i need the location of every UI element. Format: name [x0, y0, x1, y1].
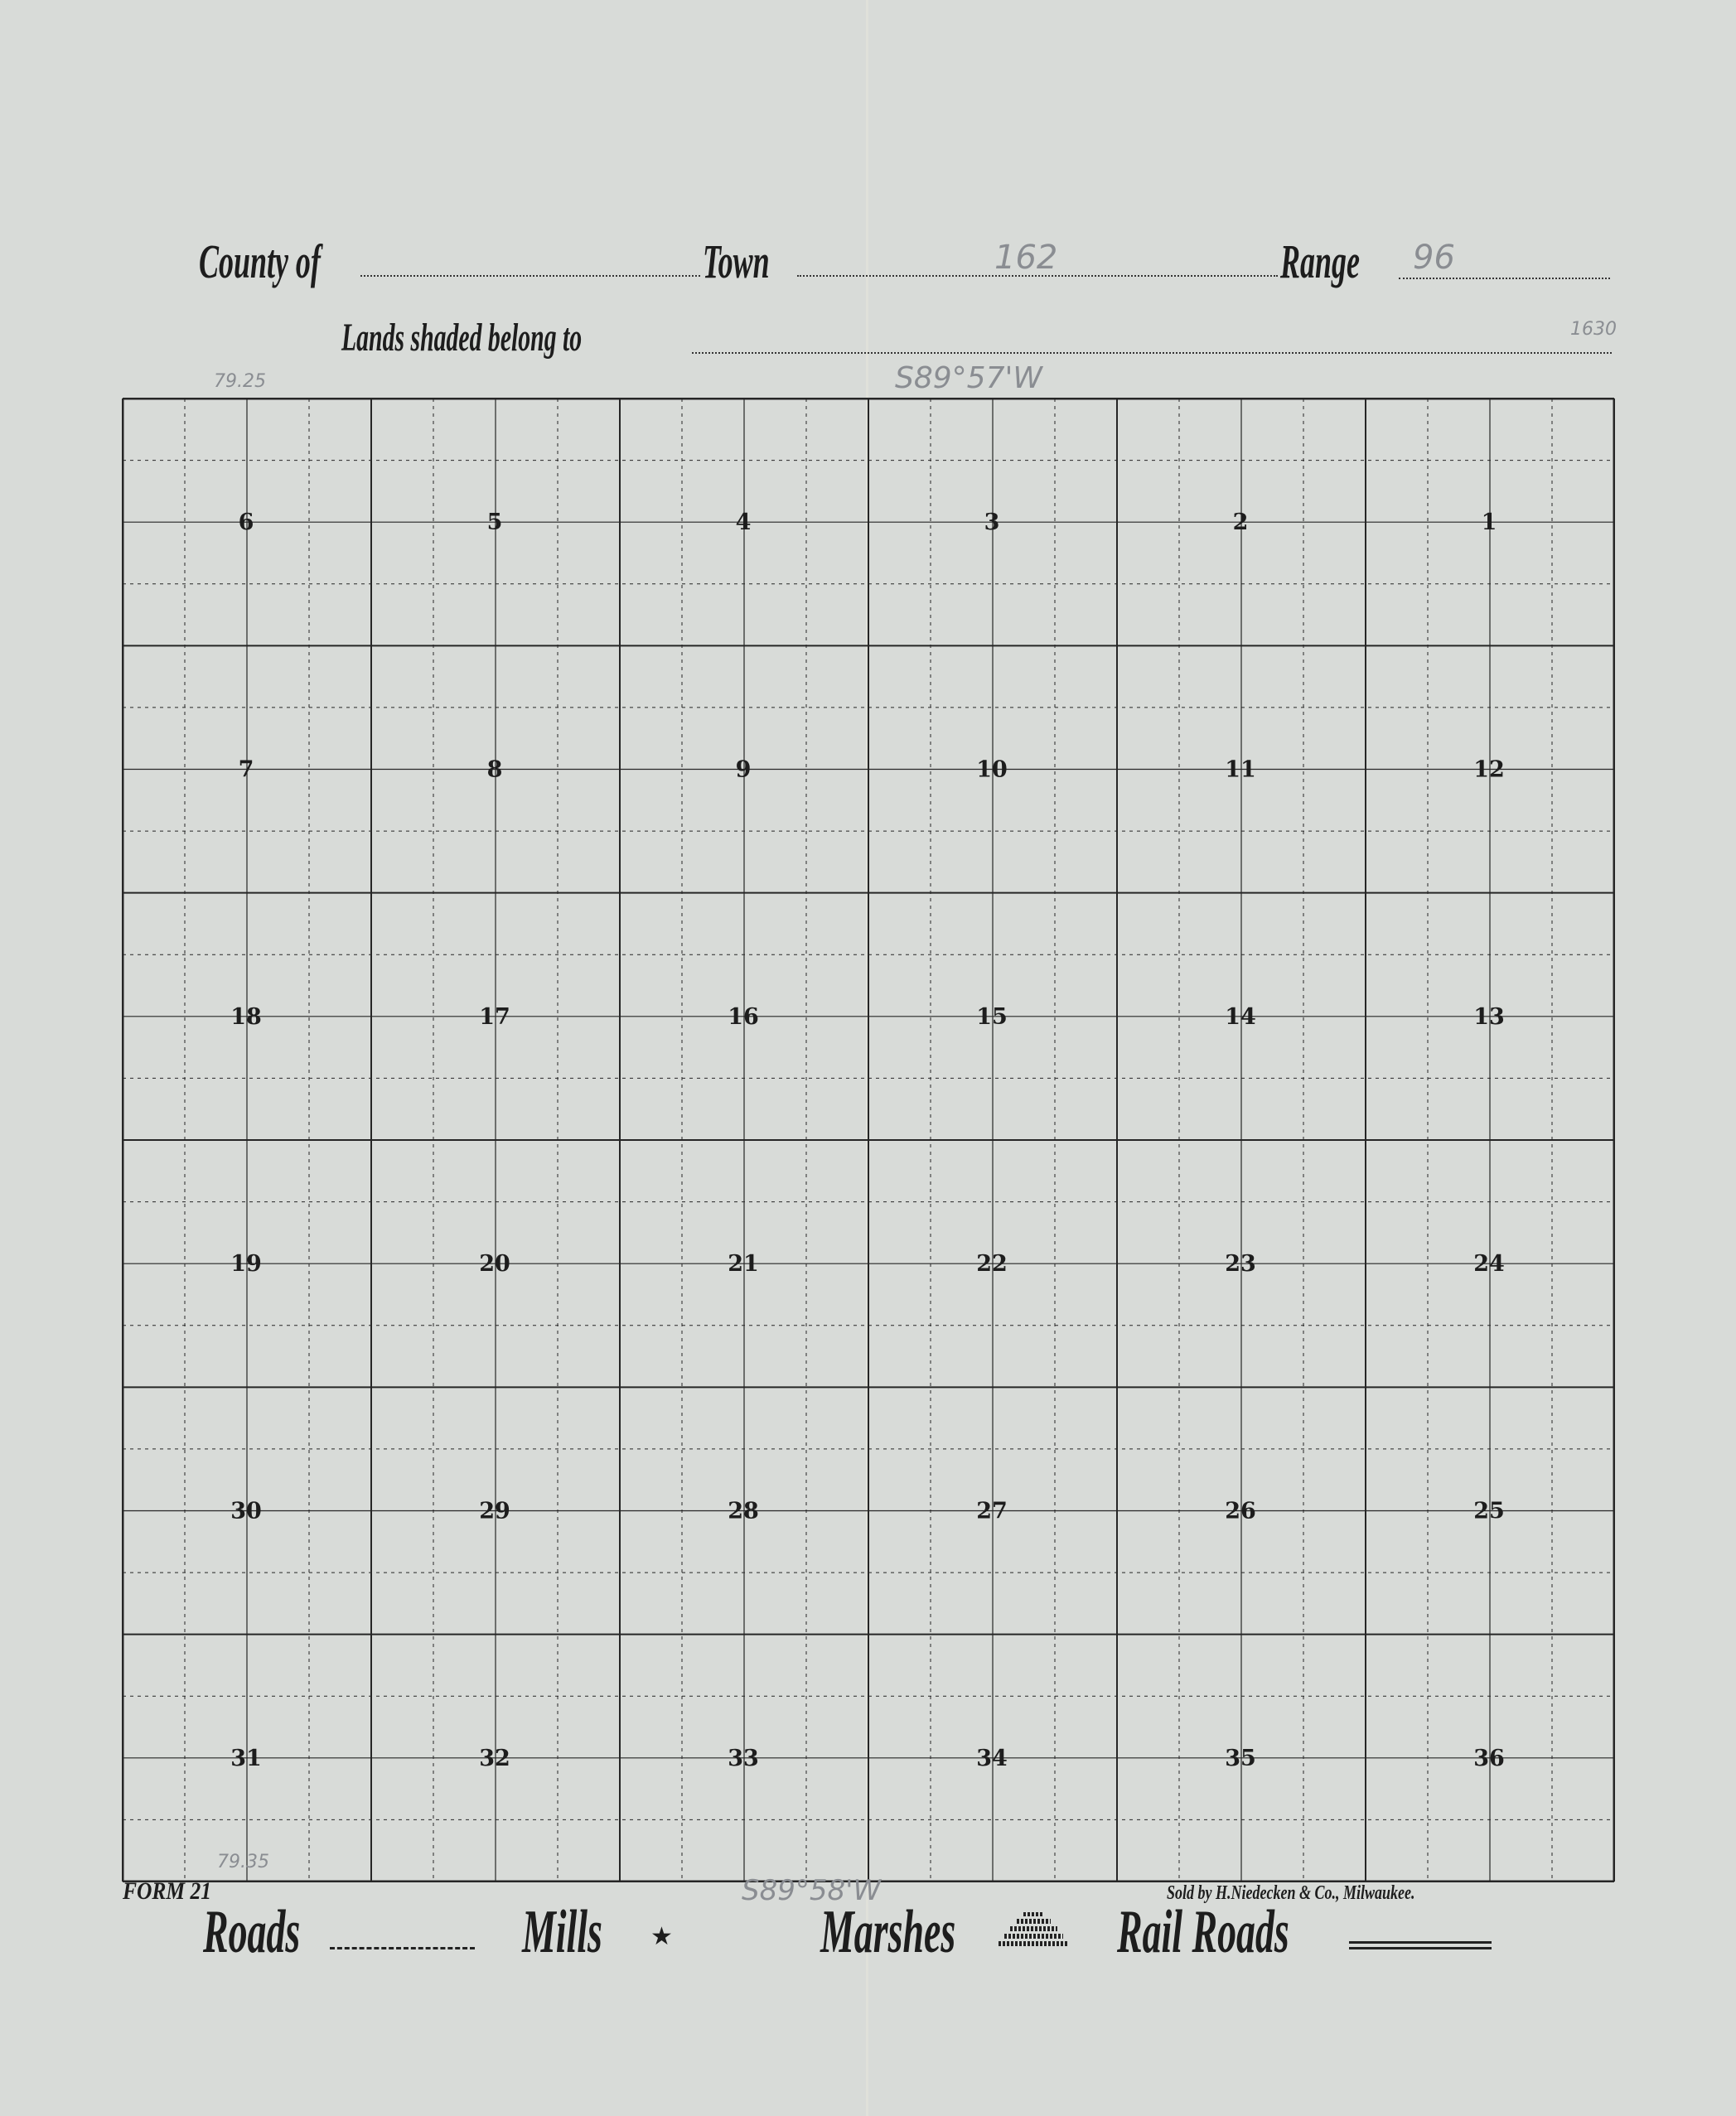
paper-fold [866, 0, 868, 2116]
section-number: 22 [976, 1251, 1008, 1277]
section-number: 6 [239, 510, 254, 535]
section-number: 9 [736, 757, 752, 783]
town-value: 162 [994, 239, 1058, 277]
section-number: 20 [479, 1251, 510, 1277]
roads-symbol [330, 1947, 475, 1949]
legend-railroads-label: Rail Roads [1117, 1898, 1289, 1966]
section-number: 12 [1473, 757, 1505, 783]
section-number: 19 [230, 1251, 262, 1277]
section-number: 26 [1225, 1499, 1256, 1524]
section-number: 35 [1225, 1746, 1256, 1771]
section-number: 2 [1233, 510, 1249, 535]
section-number: 32 [479, 1746, 510, 1771]
section-number: 36 [1473, 1746, 1505, 1771]
seller-imprint: Sold by H.Niedecken & Co., Milwaukee. [1167, 1882, 1415, 1904]
section-number: 11 [1225, 757, 1256, 783]
section-number: 7 [239, 757, 254, 783]
marsh-icon [999, 1912, 1069, 1946]
section-number: 29 [479, 1499, 510, 1524]
town-field[interactable] [797, 275, 1278, 277]
range-value: 96 [1413, 239, 1455, 277]
section-number: 15 [976, 1004, 1008, 1030]
section-number: 4 [736, 510, 752, 535]
bottom-bearing-note: S89°58'W [742, 1874, 882, 1907]
county-field[interactable] [360, 275, 700, 277]
legend-mills-label: Mills [522, 1898, 602, 1966]
section-number: 31 [230, 1746, 262, 1771]
section-number: 10 [976, 757, 1008, 783]
section-number: 28 [728, 1499, 759, 1524]
section-number: 24 [1473, 1251, 1505, 1277]
top-bearing-note: S89°57'W [895, 361, 1042, 395]
section-number: 16 [728, 1004, 759, 1030]
bottom-left-chain-note: 79.35 [217, 1852, 269, 1872]
town-label: Town [703, 234, 770, 288]
margin-note: 1630 [1570, 319, 1617, 340]
section-number: 21 [728, 1251, 759, 1277]
section-number: 34 [976, 1746, 1008, 1771]
county-label: County of [199, 234, 321, 288]
range-field[interactable] [1399, 278, 1610, 279]
section-number: 18 [230, 1004, 262, 1030]
section-number: 33 [728, 1746, 759, 1771]
lands-field[interactable] [692, 352, 1612, 354]
section-number: 8 [487, 757, 503, 783]
top-left-chain-note: 79.25 [214, 371, 266, 392]
section-number: 13 [1473, 1004, 1505, 1030]
section-number: 3 [984, 510, 1000, 535]
section-number: 1 [1482, 510, 1497, 535]
range-label: Range [1280, 234, 1360, 288]
section-number: 30 [230, 1499, 262, 1524]
legend-marshes-label: Marshes [820, 1898, 956, 1966]
section-number: 14 [1225, 1004, 1256, 1030]
legend-roads-label: Roads [203, 1898, 301, 1966]
section-number: 23 [1225, 1251, 1256, 1277]
section-number: 17 [479, 1004, 510, 1030]
form-number: FORM 21 [123, 1877, 211, 1905]
section-number: 5 [487, 510, 503, 535]
section-number: 27 [976, 1499, 1008, 1524]
lands-label: Lands shaded belong to [341, 316, 583, 360]
section-number: 25 [1473, 1499, 1505, 1524]
star-icon: ★ [650, 1923, 673, 1950]
railroad-symbol [1349, 1941, 1492, 1949]
